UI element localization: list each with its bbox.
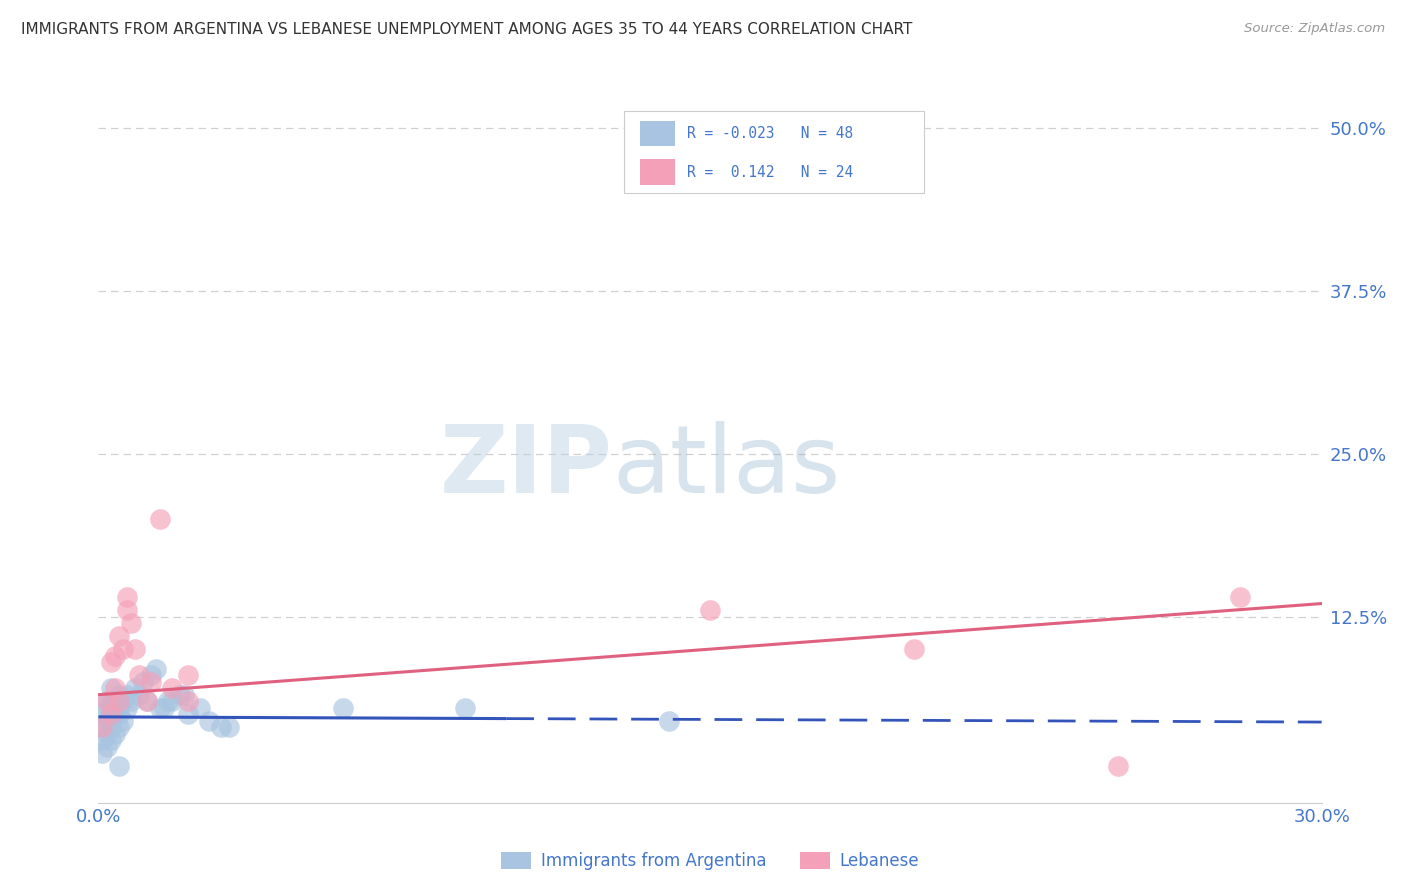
Text: IMMIGRANTS FROM ARGENTINA VS LEBANESE UNEMPLOYMENT AMONG AGES 35 TO 44 YEARS COR: IMMIGRANTS FROM ARGENTINA VS LEBANESE UN… <box>21 22 912 37</box>
Point <box>104 648 127 663</box>
Point <box>141 674 163 689</box>
Point <box>177 668 200 682</box>
Point <box>141 668 163 682</box>
Point <box>96 700 118 714</box>
Point <box>91 733 114 747</box>
Point <box>104 681 127 696</box>
Point <box>115 590 138 604</box>
Point <box>100 707 122 722</box>
Point <box>152 700 174 714</box>
Point <box>100 681 122 696</box>
Point <box>120 694 142 708</box>
Point <box>197 714 219 728</box>
Point <box>108 700 131 714</box>
Point <box>145 662 167 676</box>
Point <box>128 688 150 702</box>
Point <box>108 694 131 708</box>
Point <box>115 603 138 617</box>
Point <box>209 720 232 734</box>
Point <box>104 700 127 714</box>
Point <box>124 681 146 696</box>
Point <box>96 694 118 708</box>
Point <box>108 688 131 702</box>
Point <box>120 616 142 631</box>
Point <box>104 707 127 722</box>
FancyBboxPatch shape <box>640 160 675 185</box>
Point <box>173 688 195 702</box>
Point <box>100 733 122 747</box>
Point <box>169 688 191 702</box>
Point <box>115 700 138 714</box>
Point <box>108 707 131 722</box>
Point <box>100 720 122 734</box>
Point <box>91 707 114 722</box>
Point <box>149 700 172 714</box>
Text: atlas: atlas <box>612 421 841 514</box>
Point <box>124 642 146 657</box>
Point <box>903 642 925 657</box>
Text: ZIP: ZIP <box>439 421 612 514</box>
Point <box>108 629 131 643</box>
Point <box>104 727 127 741</box>
Point <box>96 739 118 754</box>
Point <box>1107 759 1129 773</box>
Point <box>96 727 118 741</box>
Text: R =  0.142   N = 24: R = 0.142 N = 24 <box>686 165 853 179</box>
Point <box>160 694 183 708</box>
Point <box>454 700 477 714</box>
Text: Source: ZipAtlas.com: Source: ZipAtlas.com <box>1244 22 1385 36</box>
Point <box>132 674 155 689</box>
Point <box>111 714 134 728</box>
Point <box>699 603 721 617</box>
Point <box>100 694 122 708</box>
Point <box>108 759 131 773</box>
Point <box>149 512 172 526</box>
Point <box>96 714 118 728</box>
Point <box>218 720 240 734</box>
Point <box>136 694 159 708</box>
FancyBboxPatch shape <box>640 120 675 146</box>
Point <box>128 668 150 682</box>
Point <box>91 720 114 734</box>
Point <box>136 694 159 708</box>
Point <box>100 707 122 722</box>
Point <box>100 655 122 669</box>
Point <box>332 700 354 714</box>
Point <box>91 720 114 734</box>
FancyBboxPatch shape <box>624 111 924 193</box>
Point <box>156 694 179 708</box>
Point <box>96 694 118 708</box>
Point <box>160 681 183 696</box>
Legend: Immigrants from Argentina, Lebanese: Immigrants from Argentina, Lebanese <box>494 845 927 877</box>
Point <box>188 700 212 714</box>
Point <box>115 688 138 702</box>
Point <box>1229 590 1251 604</box>
Point <box>104 694 127 708</box>
Point <box>658 714 681 728</box>
Point <box>177 694 200 708</box>
Point <box>177 707 200 722</box>
Point <box>111 642 134 657</box>
Text: R = -0.023   N = 48: R = -0.023 N = 48 <box>686 126 853 141</box>
Point <box>108 720 131 734</box>
Point <box>91 747 114 761</box>
Point <box>111 694 134 708</box>
